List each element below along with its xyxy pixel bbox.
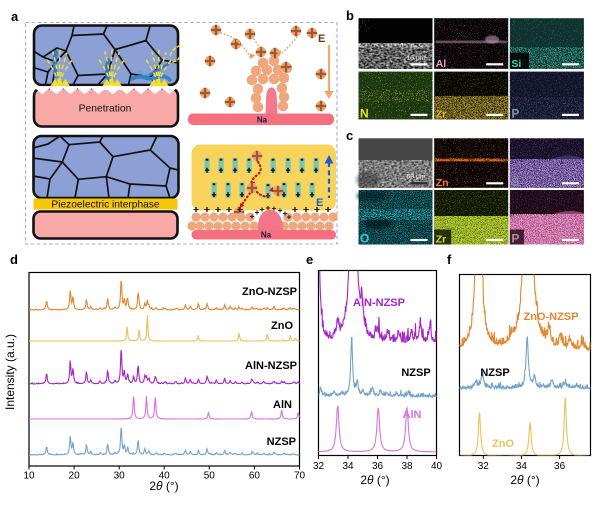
svg-text:P: P xyxy=(511,232,519,246)
svg-text:d: d xyxy=(10,252,18,267)
svg-text:ZnO-NZSP: ZnO-NZSP xyxy=(242,286,297,298)
svg-text:2θ (°): 2θ (°) xyxy=(149,479,178,493)
svg-text:32: 32 xyxy=(478,461,490,472)
svg-text:P: P xyxy=(511,106,519,120)
svg-text:E: E xyxy=(316,197,323,209)
svg-text:70: 70 xyxy=(294,471,306,482)
svg-text:O: O xyxy=(360,232,369,246)
svg-text:Zn: Zn xyxy=(436,177,449,189)
svg-text:40: 40 xyxy=(431,461,443,472)
svg-text:f: f xyxy=(447,252,452,267)
svg-text:Zr: Zr xyxy=(436,108,447,120)
svg-text:ZnO: ZnO xyxy=(271,320,293,332)
svg-text:S: S xyxy=(511,175,519,189)
svg-text:34: 34 xyxy=(342,461,354,472)
svg-text:AlN-NZSP: AlN-NZSP xyxy=(353,297,405,309)
svg-text:AlN-NZSP: AlN-NZSP xyxy=(245,360,297,372)
svg-text:40: 40 xyxy=(159,471,171,482)
svg-text:AlN: AlN xyxy=(403,409,422,421)
svg-text:Na: Na xyxy=(261,231,272,240)
svg-text:Zr: Zr xyxy=(436,234,447,246)
svg-text:Al: Al xyxy=(436,58,447,70)
svg-text:36: 36 xyxy=(372,461,384,472)
svg-text:50: 50 xyxy=(204,471,216,482)
svg-text:38: 38 xyxy=(401,461,413,472)
svg-text:10 μm: 10 μm xyxy=(406,55,425,62)
svg-text:60: 60 xyxy=(249,471,261,482)
svg-text:N: N xyxy=(360,106,369,120)
svg-text:a: a xyxy=(11,9,19,24)
svg-text:NZSP: NZSP xyxy=(401,367,430,379)
svg-text:c: c xyxy=(346,128,353,143)
svg-text:b: b xyxy=(346,8,354,23)
svg-text:50 μm: 50 μm xyxy=(406,173,425,180)
svg-text:Na: Na xyxy=(257,116,268,125)
svg-text:NZSP: NZSP xyxy=(480,367,509,379)
svg-text:36: 36 xyxy=(554,461,566,472)
svg-text:32: 32 xyxy=(313,461,325,472)
svg-text:2θ (°): 2θ (°) xyxy=(360,473,389,487)
svg-text:AlN: AlN xyxy=(273,399,292,411)
svg-text:20: 20 xyxy=(69,471,81,482)
svg-text:e: e xyxy=(306,252,313,267)
svg-text:E: E xyxy=(318,33,325,45)
svg-text:34: 34 xyxy=(516,461,528,472)
svg-text:Piezoelectric interphase: Piezoelectric interphase xyxy=(51,200,159,211)
svg-text:10: 10 xyxy=(23,471,35,482)
svg-text:30: 30 xyxy=(114,471,126,482)
svg-text:Intensity (a.u.): Intensity (a.u.) xyxy=(3,334,17,410)
svg-text:Penetration: Penetration xyxy=(79,104,132,115)
svg-text:ZnO-NZSP: ZnO-NZSP xyxy=(524,311,579,323)
svg-text:NZSP: NZSP xyxy=(267,436,296,448)
svg-text:Si: Si xyxy=(511,58,521,70)
svg-text:ZnO: ZnO xyxy=(492,438,514,450)
svg-text:2θ (°): 2θ (°) xyxy=(510,473,539,487)
